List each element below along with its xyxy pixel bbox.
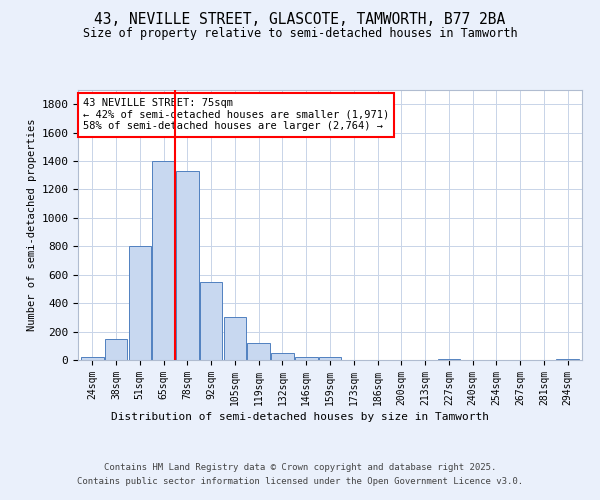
Text: Contains public sector information licensed under the Open Government Licence v3: Contains public sector information licen…: [77, 478, 523, 486]
Bar: [200, 282, 223, 360]
Bar: [295, 357, 317, 360]
Bar: [319, 357, 341, 360]
Bar: [105, 338, 127, 360]
Bar: [247, 343, 270, 360]
Text: Distribution of semi-detached houses by size in Tamworth: Distribution of semi-detached houses by …: [111, 412, 489, 422]
Bar: [152, 161, 175, 360]
Bar: [271, 353, 294, 360]
Bar: [224, 318, 246, 360]
Bar: [81, 357, 104, 360]
Text: 43, NEVILLE STREET, GLASCOTE, TAMWORTH, B77 2BA: 43, NEVILLE STREET, GLASCOTE, TAMWORTH, …: [94, 12, 506, 28]
Bar: [128, 246, 151, 360]
Bar: [556, 358, 579, 360]
Text: Contains HM Land Registry data © Crown copyright and database right 2025.: Contains HM Land Registry data © Crown c…: [104, 462, 496, 471]
Text: 43 NEVILLE STREET: 75sqm
← 42% of semi-detached houses are smaller (1,971)
58% o: 43 NEVILLE STREET: 75sqm ← 42% of semi-d…: [83, 98, 389, 132]
Bar: [176, 171, 199, 360]
Y-axis label: Number of semi-detached properties: Number of semi-detached properties: [27, 118, 37, 331]
Text: Size of property relative to semi-detached houses in Tamworth: Size of property relative to semi-detach…: [83, 28, 517, 40]
